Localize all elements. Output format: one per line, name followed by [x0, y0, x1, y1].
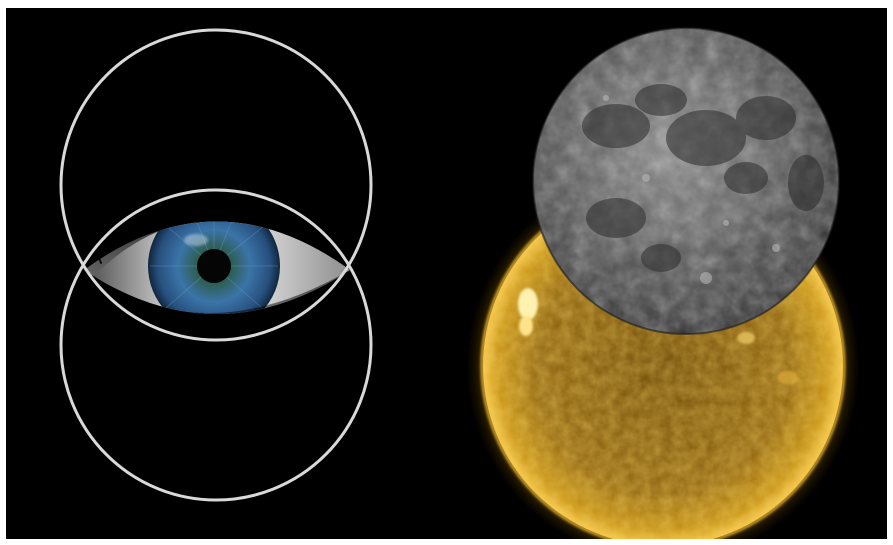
pupil-icon [197, 249, 231, 283]
moon-craters [603, 95, 780, 284]
solar-flare-icon [518, 288, 798, 385]
eclipse-group [463, 27, 863, 539]
lower-ring [59, 188, 373, 502]
image-canvas [6, 8, 887, 539]
moon-maria [582, 84, 824, 272]
artwork [59, 27, 863, 539]
upper-ring [59, 28, 373, 342]
eye-group [59, 28, 373, 502]
